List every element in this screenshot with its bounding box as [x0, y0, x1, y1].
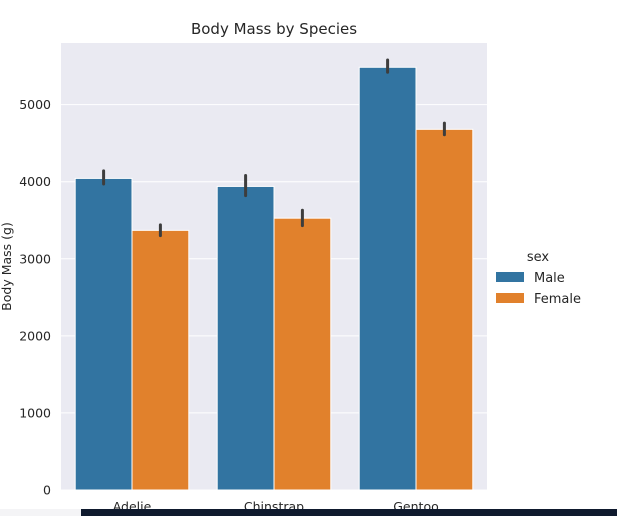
y-tick-label: 0	[43, 483, 51, 498]
bar-female-gentoo	[415, 128, 474, 491]
legend: sex Male Female	[496, 250, 581, 307]
bottom-strip	[0, 509, 81, 516]
y-tick-label: 5000	[19, 97, 51, 112]
legend-swatch-male	[496, 272, 524, 282]
y-tick-label: 3000	[19, 251, 51, 266]
bar-male-gentoo	[358, 66, 417, 491]
y-tick-label: 2000	[19, 328, 51, 343]
legend-label-female: Female	[534, 292, 581, 307]
chart-title: Body Mass by Species	[191, 20, 357, 38]
bars	[74, 66, 474, 491]
error-bars	[102, 58, 446, 238]
legend-title: sex	[527, 250, 550, 265]
y-axis-label: Body Mass (g)	[0, 222, 14, 311]
y-tick-label: 1000	[19, 405, 51, 420]
bar-female-chinstrap	[273, 217, 332, 491]
legend-label-male: Male	[534, 271, 565, 286]
y-tick-label: 4000	[19, 174, 51, 189]
bar-male-adelie	[74, 177, 133, 491]
bar-female-adelie	[131, 229, 190, 491]
taskbar-strip	[81, 509, 617, 516]
bar-male-chinstrap	[216, 185, 275, 491]
y-tick-labels: 0 1000 2000 3000 4000 5000	[19, 97, 51, 497]
legend-swatch-female	[496, 293, 524, 303]
